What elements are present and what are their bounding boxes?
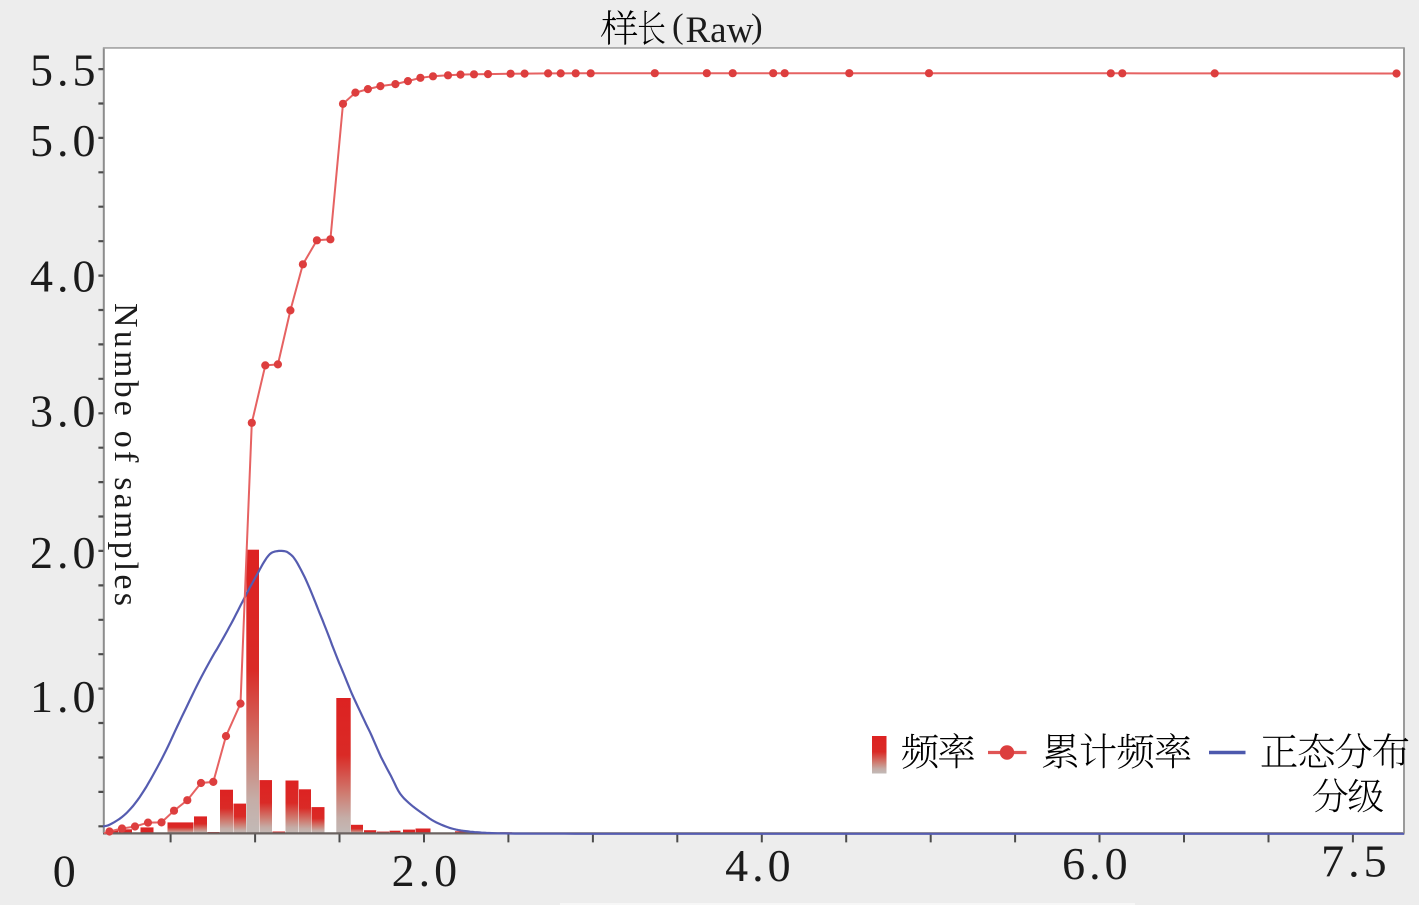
- svg-text:7.5: 7.5: [1321, 836, 1387, 887]
- svg-text:3.0: 3.0: [30, 386, 96, 437]
- svg-text:Numbe of samples: Numbe of samples: [107, 303, 144, 609]
- svg-text:2.0: 2.0: [392, 845, 458, 896]
- svg-text:(: (: [672, 7, 684, 46]
- svg-text:4.0: 4.0: [725, 840, 791, 891]
- svg-text:5.0: 5.0: [30, 115, 96, 166]
- svg-text:1.0: 1.0: [30, 671, 96, 722]
- svg-text:5.5: 5.5: [30, 45, 96, 96]
- svg-text:0: 0: [53, 846, 76, 897]
- svg-text:4.0: 4.0: [30, 251, 96, 302]
- svg-text:6.0: 6.0: [1062, 838, 1128, 889]
- svg-text:Raw: Raw: [686, 10, 754, 51]
- svg-text:): ): [751, 7, 763, 46]
- svg-text:2.0: 2.0: [30, 527, 96, 578]
